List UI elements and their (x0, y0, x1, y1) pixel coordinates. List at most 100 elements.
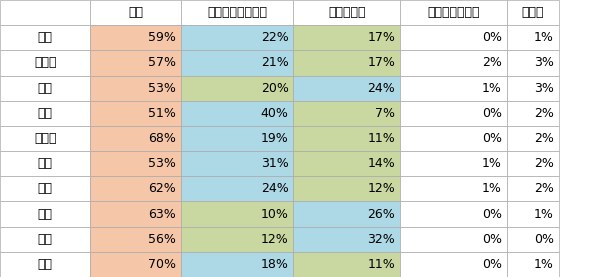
Bar (90, 176, 181, 201)
Text: 20%: 20% (260, 82, 289, 95)
Text: 中国: 中国 (38, 207, 52, 220)
Bar (293, 101, 400, 126)
Bar (507, 25, 559, 50)
Text: 東北: 東北 (38, 82, 52, 95)
Text: 3%: 3% (534, 57, 554, 70)
Bar (293, 151, 400, 176)
Bar (90, 25, 181, 50)
Text: 32%: 32% (368, 233, 395, 246)
Text: 東海: 東海 (38, 157, 52, 170)
Text: 40%: 40% (260, 107, 289, 120)
Text: その他: その他 (522, 6, 544, 19)
Bar (181, 176, 293, 201)
Text: 12%: 12% (368, 182, 395, 195)
Bar (181, 50, 293, 76)
Bar (507, 252, 559, 277)
Text: 10%: 10% (260, 207, 289, 220)
Text: 近畿: 近畿 (38, 182, 52, 195)
Text: 3%: 3% (534, 82, 554, 95)
Bar (293, 126, 400, 151)
Text: 0%: 0% (482, 132, 502, 145)
Bar (400, 151, 507, 176)
Bar (90, 50, 181, 76)
Text: 57%: 57% (148, 57, 176, 70)
Bar (181, 101, 293, 126)
Text: 59%: 59% (148, 31, 176, 44)
Bar (0, 227, 90, 252)
Text: 四国: 四国 (38, 233, 52, 246)
Bar (400, 201, 507, 227)
Text: 31%: 31% (261, 157, 289, 170)
Text: 北信越: 北信越 (34, 132, 56, 145)
Bar (400, 176, 507, 201)
Text: 0%: 0% (482, 107, 502, 120)
Bar (0, 151, 90, 176)
Text: 0%: 0% (534, 233, 554, 246)
Bar (0, 0, 90, 25)
Text: 0%: 0% (482, 207, 502, 220)
Bar (507, 176, 559, 201)
Bar (400, 76, 507, 101)
Bar (0, 25, 90, 50)
Bar (400, 0, 507, 25)
Text: 現金: 現金 (128, 6, 143, 19)
Text: 1%: 1% (534, 31, 554, 44)
Text: 68%: 68% (148, 132, 176, 145)
Text: 7%: 7% (375, 107, 395, 120)
Bar (90, 252, 181, 277)
Text: 24%: 24% (368, 82, 395, 95)
Bar (0, 252, 90, 277)
Text: 1%: 1% (482, 157, 502, 170)
Text: 1%: 1% (482, 182, 502, 195)
Bar (181, 0, 293, 25)
Bar (90, 126, 181, 151)
Text: 12%: 12% (261, 233, 289, 246)
Bar (293, 0, 400, 25)
Text: 21%: 21% (261, 57, 289, 70)
Bar (0, 76, 90, 101)
Bar (507, 227, 559, 252)
Bar (90, 201, 181, 227)
Text: 2%: 2% (534, 132, 554, 145)
Bar (90, 0, 181, 25)
Text: 70%: 70% (148, 258, 176, 271)
Text: 1%: 1% (534, 258, 554, 271)
Text: 26%: 26% (368, 207, 395, 220)
Bar (181, 151, 293, 176)
Bar (293, 76, 400, 101)
Text: 17%: 17% (367, 57, 395, 70)
Bar (293, 227, 400, 252)
Text: クレジットカード: クレジットカード (207, 6, 267, 19)
Bar (181, 25, 293, 50)
Bar (293, 201, 400, 227)
Bar (400, 227, 507, 252)
Bar (0, 201, 90, 227)
Text: 22%: 22% (261, 31, 289, 44)
Bar (181, 227, 293, 252)
Bar (400, 252, 507, 277)
Text: 56%: 56% (148, 233, 176, 246)
Text: 63%: 63% (148, 207, 176, 220)
Text: 全国: 全国 (38, 31, 52, 44)
Bar (90, 101, 181, 126)
Bar (507, 50, 559, 76)
Text: 11%: 11% (368, 132, 395, 145)
Bar (507, 201, 559, 227)
Text: 14%: 14% (368, 157, 395, 170)
Bar (507, 101, 559, 126)
Text: 62%: 62% (148, 182, 176, 195)
Bar (90, 227, 181, 252)
Text: 2%: 2% (482, 57, 502, 70)
Bar (293, 25, 400, 50)
Bar (293, 50, 400, 76)
Bar (293, 176, 400, 201)
Text: 北海道: 北海道 (34, 57, 56, 70)
Bar (181, 76, 293, 101)
Bar (181, 201, 293, 227)
Bar (400, 126, 507, 151)
Bar (90, 151, 181, 176)
Text: 2%: 2% (534, 182, 554, 195)
Bar (0, 176, 90, 201)
Bar (507, 76, 559, 101)
Bar (181, 126, 293, 151)
